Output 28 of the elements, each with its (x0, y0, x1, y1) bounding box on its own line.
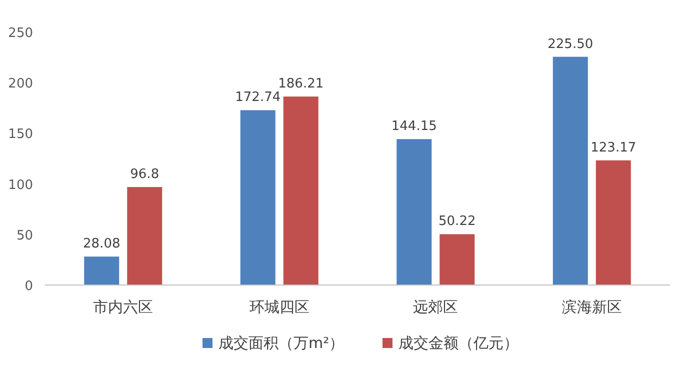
data-label: 28.08 (83, 236, 120, 252)
data-label: 96.8 (130, 167, 160, 182)
data-label: 186.21 (278, 76, 324, 92)
data-label: 172.74 (235, 90, 281, 106)
bar (440, 234, 475, 285)
y-tick-label: 50 (16, 228, 33, 244)
bar (396, 139, 432, 285)
y-tick-label: 200 (8, 76, 33, 92)
data-label: 123.17 (590, 140, 636, 156)
bar (596, 160, 631, 285)
x-tick-label: 远郊区 (413, 298, 458, 316)
data-label: 144.15 (391, 119, 437, 134)
y-tick-label: 250 (8, 26, 33, 41)
x-tick-label: 滨海新区 (562, 298, 622, 316)
x-tick-label: 市内六区 (93, 298, 154, 316)
bar (552, 56, 588, 285)
data-label: 225.50 (548, 36, 594, 52)
y-tick-label: 0 (24, 279, 33, 294)
bar (283, 96, 318, 285)
legend-label: 成交金额（亿元） (398, 334, 518, 352)
bar (240, 110, 276, 285)
y-tick-label: 150 (8, 127, 33, 142)
data-label: 50.22 (438, 214, 476, 230)
y-tick-label: 100 (8, 178, 33, 193)
bar (84, 256, 120, 285)
legend-label: 成交面积（万m²） (218, 334, 344, 352)
bar (127, 187, 162, 285)
x-tick-label: 环城四区 (249, 298, 310, 316)
